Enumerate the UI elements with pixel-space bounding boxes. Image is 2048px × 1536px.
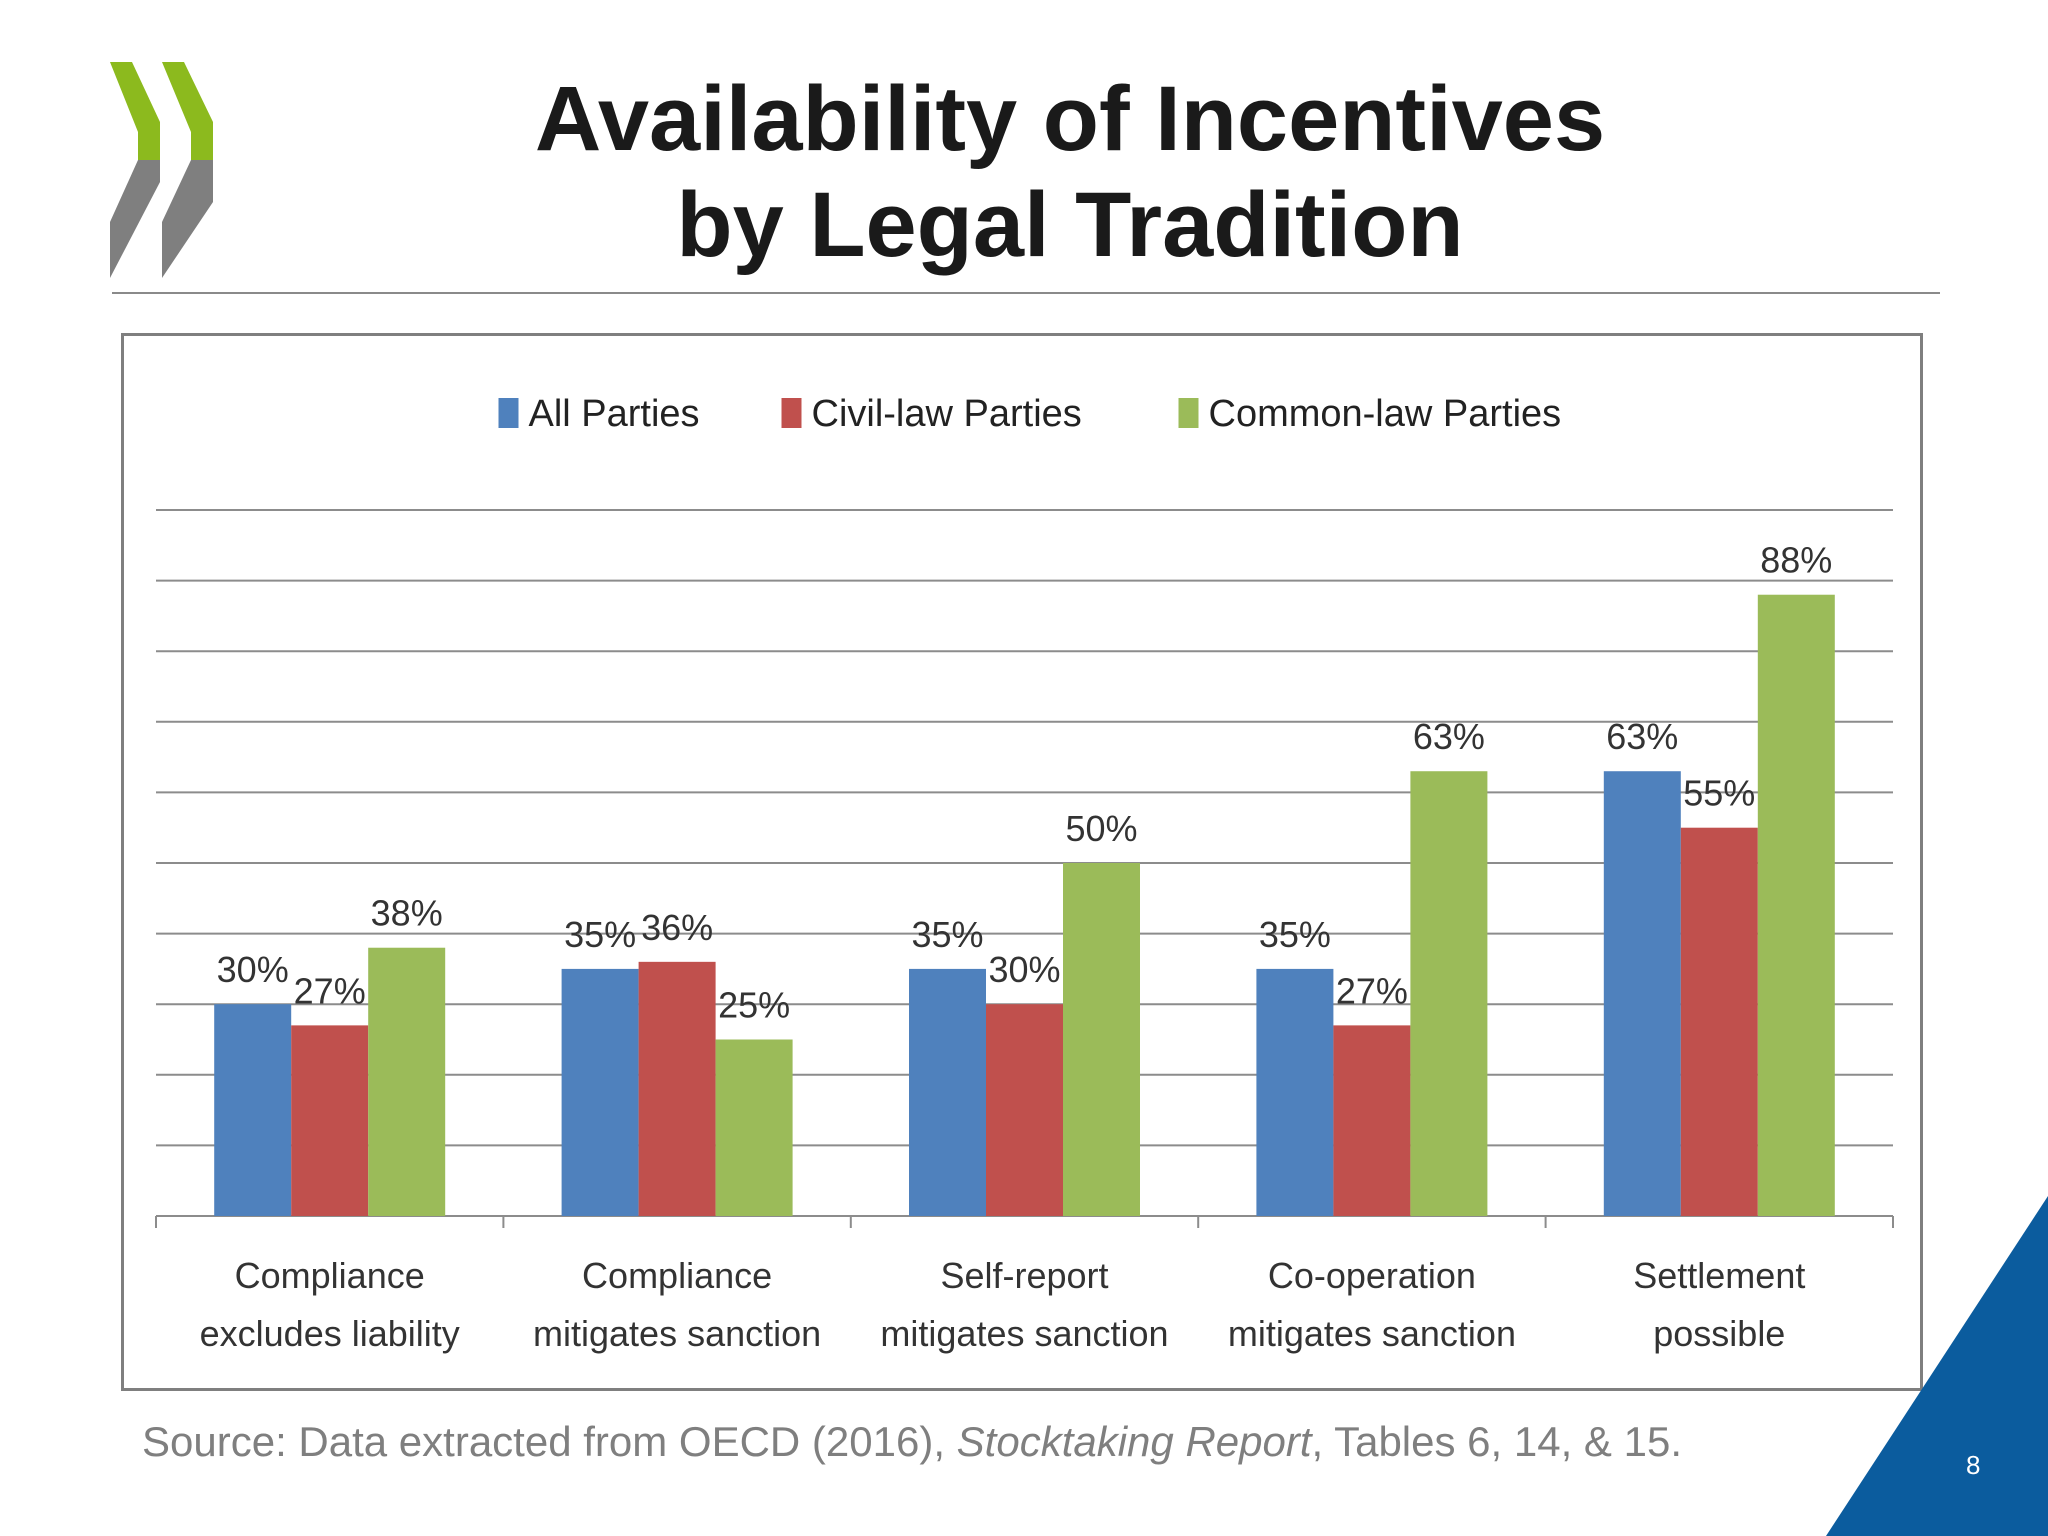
category-label: possible (1653, 1313, 1785, 1354)
category-label: Settlement (1633, 1255, 1805, 1296)
bar (909, 968, 986, 1216)
bar (214, 1004, 292, 1216)
category-label: mitigates sanction (1228, 1313, 1516, 1354)
bar (291, 1025, 369, 1216)
source-report-title: Stocktaking Report (956, 1418, 1312, 1465)
legend-swatch (498, 398, 519, 428)
bar (1603, 771, 1681, 1216)
category-label: Compliance (235, 1255, 425, 1296)
bar (561, 968, 639, 1216)
data-label: 27% (1336, 970, 1408, 1011)
data-label: 36% (641, 907, 713, 948)
data-label: 38% (371, 893, 443, 934)
data-label: 63% (1606, 716, 1678, 757)
source-note: Source: Data extracted from OECD (2016),… (142, 1418, 1682, 1466)
data-label: 50% (1065, 808, 1137, 849)
title-divider (112, 292, 1940, 294)
source-prefix: Source: Data extracted from OECD (2016), (142, 1418, 957, 1465)
data-label: 35% (564, 914, 636, 955)
data-label: 63% (1413, 716, 1485, 757)
bar (986, 1004, 1063, 1216)
data-label: 27% (294, 970, 366, 1011)
bar (1757, 594, 1835, 1216)
bar (1680, 827, 1758, 1216)
category-label: mitigates sanction (533, 1313, 821, 1354)
corner-triangle-icon (1826, 1196, 2048, 1536)
category-label: mitigates sanction (880, 1313, 1168, 1354)
legend-label: Common-law Parties (1209, 393, 1562, 435)
bar (1256, 968, 1334, 1216)
source-suffix: , Tables 6, 14, & 15. (1311, 1418, 1682, 1465)
legend-label: All Parties (529, 393, 700, 435)
slide-title: Availability of Incentives by Legal Trad… (440, 66, 1700, 278)
bar (1063, 863, 1140, 1216)
data-label: 30% (988, 949, 1060, 990)
bar (715, 1039, 793, 1216)
category-label: Self-report (940, 1255, 1108, 1296)
category-label: Compliance (582, 1255, 772, 1296)
data-label: 35% (1259, 914, 1331, 955)
data-label: 55% (1683, 773, 1755, 814)
legend-label: Civil-law Parties (812, 393, 1082, 435)
bar (1333, 1025, 1411, 1216)
legend-swatch (1178, 398, 1199, 428)
category-label: Co-operation (1268, 1255, 1476, 1296)
data-label: 25% (718, 985, 790, 1026)
bar (638, 961, 716, 1216)
chart-frame: 30% 27% 38% Compliance excludes liability 35%… (121, 333, 1923, 1391)
page-number: 8 (1966, 1450, 1981, 1480)
category-label: excludes liability (200, 1313, 460, 1354)
oecd-logo-icon (110, 62, 213, 278)
legend-swatch (781, 398, 802, 428)
title-line-1: Availability of Incentives (534, 68, 1606, 170)
data-label: 88% (1760, 540, 1832, 581)
bar (1410, 771, 1488, 1216)
data-label: 35% (911, 914, 983, 955)
bar (368, 947, 446, 1216)
data-label: 30% (217, 949, 289, 990)
title-line-2: by Legal Tradition (676, 174, 1464, 276)
